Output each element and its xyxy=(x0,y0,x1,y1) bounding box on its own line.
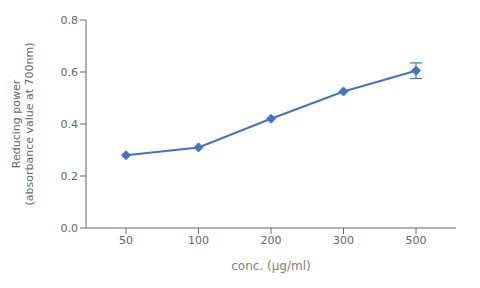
svg-text:Reducing power(absorbance valu: Reducing power(absorbance value at 700nm… xyxy=(10,42,36,205)
svg-text:0.6: 0.6 xyxy=(61,66,79,79)
svg-text:50: 50 xyxy=(119,234,133,247)
svg-text:100: 100 xyxy=(188,234,209,247)
svg-text:300: 300 xyxy=(333,234,354,247)
svg-text:0.4: 0.4 xyxy=(61,118,79,131)
svg-text:conc. (μg/ml): conc. (μg/ml) xyxy=(231,259,310,273)
svg-text:500: 500 xyxy=(406,234,427,247)
svg-text:0.0: 0.0 xyxy=(61,222,79,235)
svg-text:0.8: 0.8 xyxy=(61,14,79,27)
svg-text:0.2: 0.2 xyxy=(61,170,79,183)
svg-text:200: 200 xyxy=(261,234,282,247)
